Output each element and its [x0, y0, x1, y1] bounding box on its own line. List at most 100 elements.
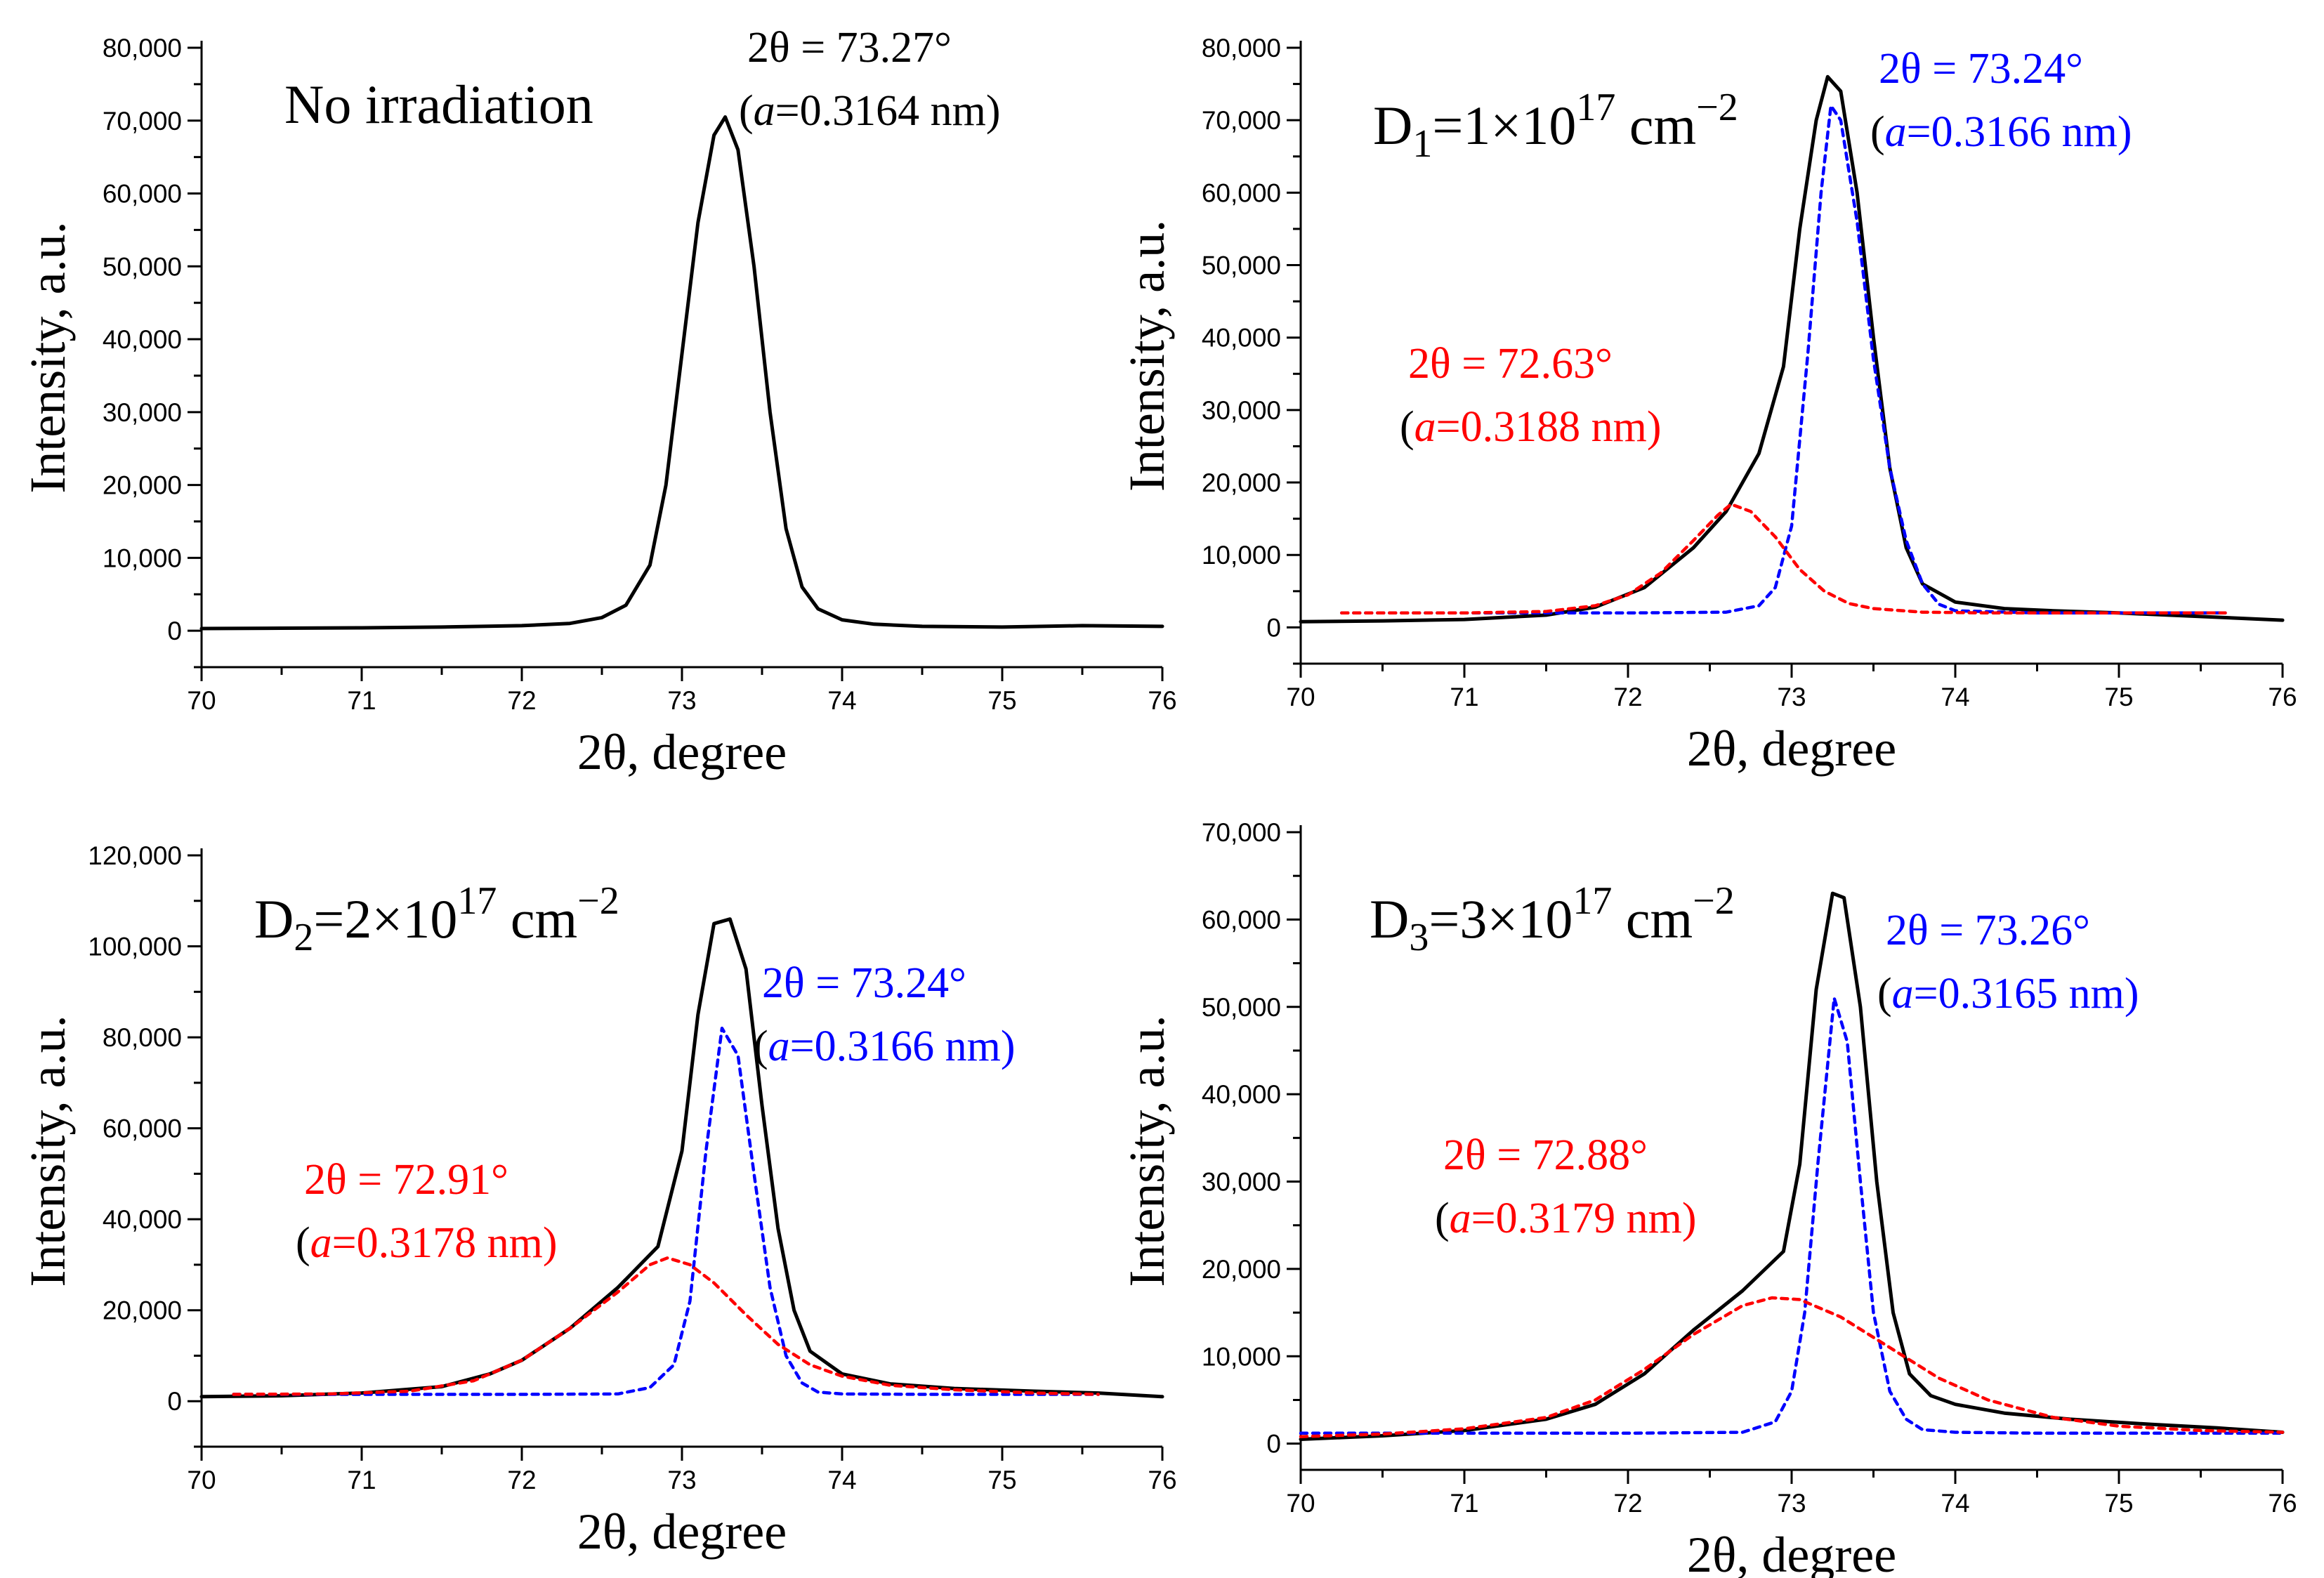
y-tick-label: 100,000	[88, 933, 182, 961]
y-tick-label: 80,000	[103, 34, 182, 63]
y-tick-label: 70,000	[1202, 106, 1281, 135]
y-tick-label: 80,000	[103, 1023, 182, 1052]
lattice-paren-open: (	[1877, 970, 1892, 1018]
lattice-value: =0.3178 nm)	[332, 1219, 558, 1267]
panel-label-unit-exponent: −2	[1696, 86, 1738, 129]
panel-label: No irradiation	[284, 74, 593, 135]
lattice-value: =0.3179 nm)	[1471, 1195, 1697, 1242]
y-tick-label: 50,000	[1202, 251, 1281, 280]
lattice-paren-open: (	[1435, 1195, 1450, 1242]
x-axis-title: 2θ, degree	[577, 1504, 787, 1560]
y-tick-label: 0	[167, 1387, 182, 1416]
y-tick-label: 30,000	[1202, 396, 1281, 425]
x-axis-title: 2θ, degree	[1687, 1527, 1896, 1578]
panel-label-main: D	[1373, 95, 1412, 156]
y-tick-label: 120,000	[88, 841, 182, 870]
lattice-paren-open: (	[296, 1219, 310, 1267]
y-tick-label: 70,000	[1202, 818, 1281, 847]
lattice-value: =0.3166 nm)	[1907, 108, 2132, 156]
x-tick-label: 75	[2104, 683, 2133, 711]
series-line-measured	[1299, 891, 2285, 1441]
x-tick-label: 71	[347, 686, 376, 715]
lattice-parameter-label: (a=0.3179 nm)	[1435, 1195, 1697, 1242]
lattice-variable: a	[310, 1219, 332, 1267]
lattice-value: =0.3165 nm)	[1914, 970, 2139, 1018]
panel-label-dose: =3×10	[1429, 888, 1573, 949]
panel-label-subscript: 3	[1409, 916, 1429, 959]
y-tick-label: 10,000	[1202, 541, 1281, 570]
x-tick-label: 75	[2104, 1489, 2133, 1518]
y-tick-label: 50,000	[103, 252, 182, 281]
panel-label-exponent: 17	[457, 879, 497, 923]
lattice-parameter-label: (a=0.3165 nm)	[1877, 970, 2139, 1018]
peak-angle-label: 2θ = 73.24°	[1879, 45, 2083, 93]
chart-panel-2: 70 71 72 73 74 75 76 0 10,000 20,000 30,000 40,000 5…	[1119, 34, 2297, 777]
lattice-paren-open: (	[739, 87, 754, 135]
y-tick-label: 60,000	[1202, 178, 1281, 207]
y-tick-label: 40,000	[1202, 1080, 1281, 1109]
x-axis-title: 2θ, degree	[1687, 721, 1896, 777]
x-tick-label: 72	[507, 1466, 536, 1494]
panel-label-unit: cm	[1612, 888, 1693, 949]
x-tick-label: 70	[1286, 1489, 1315, 1518]
panel-label-dose: =2×10	[313, 888, 457, 949]
x-tick-label: 70	[187, 686, 216, 715]
panel-label-dose: =1×10	[1432, 95, 1576, 156]
y-tick-label: 10,000	[1202, 1342, 1281, 1371]
lattice-parameter-label: (a=0.3166 nm)	[1870, 108, 2132, 156]
lattice-value: =0.3164 nm)	[775, 87, 1001, 135]
panel-label-subscript: 2	[294, 916, 313, 959]
y-tick-label: 30,000	[1202, 1168, 1281, 1197]
x-tick-label: 73	[1777, 1489, 1806, 1518]
y-axis-title: Intensity, a.u.	[1119, 1015, 1175, 1287]
x-tick-label: 72	[1613, 683, 1642, 711]
series-line-peak_shifted	[232, 1256, 1101, 1396]
y-tick-label: 60,000	[103, 1115, 182, 1143]
series-line-measured	[199, 115, 1164, 631]
x-tick-label: 75	[987, 1466, 1016, 1494]
y-tick-label: 20,000	[103, 1296, 182, 1325]
y-tick-label: 20,000	[103, 471, 182, 500]
x-tick-label: 76	[1148, 1466, 1176, 1494]
x-tick-label: 74	[1941, 1489, 1969, 1518]
x-axis-title: 2θ, degree	[577, 724, 787, 780]
peak-angle-label: 2θ = 72.88°	[1443, 1131, 1648, 1179]
x-tick-label: 76	[2268, 1489, 2297, 1518]
x-tick-label: 76	[1148, 686, 1176, 715]
y-axis-title: Intensity, a.u.	[20, 221, 76, 493]
lattice-parameter-label: (a=0.3164 nm)	[739, 87, 1001, 135]
panel-label-exponent: 17	[1573, 879, 1612, 923]
x-tick-label: 70	[187, 1466, 216, 1494]
lattice-parameter-label: (a=0.3178 nm)	[296, 1219, 558, 1267]
y-tick-label: 20,000	[1202, 468, 1281, 497]
y-tick-label: 40,000	[103, 1205, 182, 1234]
series-line-peak_main	[232, 1026, 1101, 1396]
peak-angle-label: 2θ = 72.63°	[1408, 340, 1613, 388]
panel-label-unit-exponent: −2	[577, 879, 619, 923]
panel-label-exponent: 17	[1576, 86, 1615, 129]
y-tick-label: 60,000	[1202, 905, 1281, 934]
y-tick-label: 40,000	[103, 325, 182, 354]
lattice-variable: a	[754, 87, 775, 135]
lattice-paren-open: (	[1870, 108, 1885, 156]
lattice-parameter-label: (a=0.3166 nm)	[754, 1023, 1016, 1070]
lattice-variable: a	[1892, 970, 1914, 1018]
lattice-variable: a	[1450, 1195, 1471, 1242]
panel-label-unit: cm	[497, 888, 577, 949]
x-tick-label: 70	[1286, 683, 1315, 711]
peak-angle-label: 2θ = 72.91°	[304, 1156, 508, 1204]
chart-panel-3: 70 71 72 73 74 75 76 0 20,000 40,000 60,000 80,000 1…	[20, 841, 1177, 1560]
x-tick-label: 71	[1450, 683, 1478, 711]
panel-label: D3=3×1017 cm−2	[1370, 879, 1735, 959]
x-tick-label: 73	[1777, 683, 1806, 711]
y-tick-label: 50,000	[1202, 993, 1281, 1022]
y-tick-label: 0	[1266, 1430, 1281, 1459]
x-tick-label: 75	[987, 686, 1016, 715]
y-tick-label: 80,000	[1202, 34, 1281, 63]
y-tick-label: 30,000	[103, 398, 182, 427]
x-tick-label: 74	[827, 686, 856, 715]
y-tick-label: 20,000	[1202, 1255, 1281, 1284]
x-tick-label: 74	[1941, 683, 1969, 711]
panel-label: D2=2×1017 cm−2	[254, 879, 619, 959]
